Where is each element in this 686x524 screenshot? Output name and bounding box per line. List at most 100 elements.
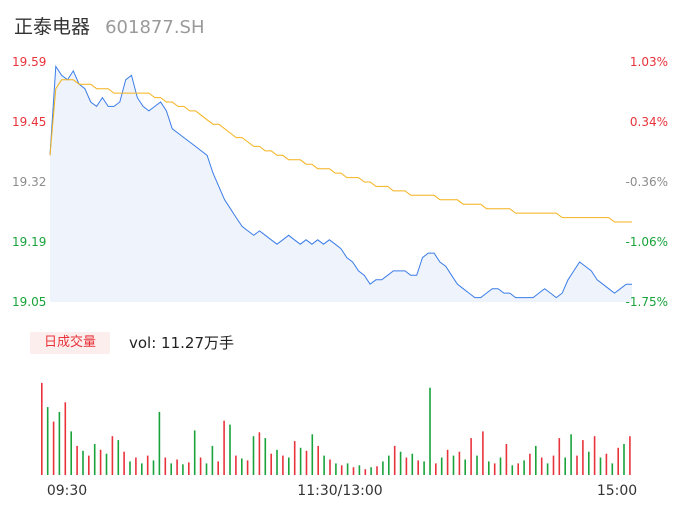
volume-bar bbox=[493, 463, 496, 475]
volume-bar bbox=[523, 460, 525, 475]
volume-bar bbox=[141, 463, 143, 475]
volume-bar bbox=[605, 453, 608, 475]
volume-bar bbox=[582, 440, 584, 475]
volume-bar bbox=[82, 450, 84, 476]
x-axis-time-label: 11:30/13:00 bbox=[297, 483, 382, 499]
volume-bar bbox=[593, 436, 596, 475]
price-area-fill bbox=[50, 66, 632, 303]
stock-code: 601877.SH bbox=[105, 17, 205, 38]
volume-summary: vol: 11.27万手 bbox=[129, 334, 234, 352]
volume-bar bbox=[540, 457, 543, 475]
volume-bar bbox=[335, 463, 337, 475]
volume-bar bbox=[564, 457, 566, 475]
volume-bar bbox=[188, 462, 190, 475]
volume-bar bbox=[340, 465, 343, 475]
volume-bar bbox=[440, 457, 443, 475]
volume-bar bbox=[288, 457, 290, 475]
volume-bar bbox=[464, 459, 466, 475]
volume-bar bbox=[223, 420, 225, 475]
volume-bar bbox=[99, 449, 102, 475]
y-axis-percent-label: -1.75% bbox=[626, 295, 668, 309]
volume-bar bbox=[546, 463, 549, 475]
volume-bar bbox=[452, 455, 455, 475]
volume-bar bbox=[152, 460, 155, 475]
volume-bar bbox=[252, 436, 255, 475]
volume-bar bbox=[211, 445, 214, 475]
volume-bar bbox=[235, 455, 237, 475]
volume-bar bbox=[364, 469, 367, 475]
stock-name: 正泰电器 bbox=[14, 16, 91, 38]
volume-bar bbox=[411, 453, 414, 475]
volume-bar bbox=[199, 457, 202, 475]
volume-bar bbox=[299, 447, 302, 475]
volume-bar bbox=[576, 455, 578, 475]
y-axis-price-label: 19.59 bbox=[12, 55, 46, 69]
volume-bar bbox=[282, 455, 284, 475]
volume-bar bbox=[305, 450, 308, 476]
volume-bar bbox=[123, 451, 125, 475]
volume-bar bbox=[111, 436, 114, 475]
volume-bar bbox=[293, 441, 296, 475]
volume-bar bbox=[517, 463, 519, 475]
volume-bar bbox=[146, 455, 149, 475]
volume-bar bbox=[164, 457, 167, 475]
volume-bar bbox=[429, 387, 431, 475]
volume-bar bbox=[205, 463, 208, 475]
volume-bar bbox=[64, 402, 67, 476]
volume-bar bbox=[246, 460, 249, 475]
y-axis-price-label: 19.19 bbox=[12, 235, 46, 249]
volume-bar bbox=[329, 459, 331, 475]
volume-bar bbox=[599, 457, 602, 475]
volume-bar bbox=[505, 444, 508, 475]
volume-bar bbox=[417, 460, 419, 475]
volume-bar bbox=[182, 464, 184, 475]
volume-bar bbox=[88, 455, 90, 475]
volume-bar bbox=[511, 465, 514, 475]
volume-bar bbox=[93, 444, 96, 475]
volume-bar bbox=[317, 445, 319, 475]
volume-bar bbox=[435, 463, 437, 475]
volume-bar bbox=[276, 449, 278, 475]
volume-bar bbox=[376, 466, 378, 475]
volume-bar bbox=[393, 445, 396, 475]
volume-bar bbox=[488, 461, 490, 475]
volume-tab[interactable]: 日成交量 bbox=[30, 332, 110, 354]
volume-bar bbox=[470, 438, 472, 475]
y-axis-percent-label: 1.03% bbox=[630, 55, 668, 69]
volume-bar bbox=[588, 451, 590, 475]
volume-bar bbox=[70, 431, 72, 475]
volume-bar bbox=[458, 451, 461, 475]
volume-bar bbox=[241, 458, 243, 475]
y-axis-price-label: 19.05 bbox=[12, 295, 46, 309]
y-axis-percent-label: -0.36% bbox=[626, 175, 668, 189]
volume-bar bbox=[193, 430, 196, 475]
avg-price-line bbox=[49, 79, 632, 223]
price-line bbox=[49, 64, 632, 299]
volume-bar bbox=[446, 449, 449, 475]
volume-bar bbox=[76, 445, 78, 475]
volume-bar bbox=[52, 421, 55, 475]
volume-bar bbox=[229, 424, 231, 475]
volume-bar bbox=[629, 436, 631, 475]
volume-bar bbox=[217, 461, 219, 475]
volume-bar bbox=[117, 440, 120, 475]
volume-bar bbox=[623, 444, 625, 475]
volume-bar bbox=[270, 453, 272, 475]
volume-bar bbox=[388, 455, 390, 475]
y-axis-price-label: 19.32 bbox=[12, 175, 46, 189]
volume-bar bbox=[529, 453, 531, 475]
volume-bar bbox=[41, 382, 43, 475]
y-axis-percent-label: -1.06% bbox=[626, 235, 668, 249]
volume-bar bbox=[482, 431, 484, 475]
volume-bar bbox=[352, 467, 355, 475]
volume-bar bbox=[423, 461, 425, 475]
volume-bar bbox=[258, 432, 261, 475]
volume-bar bbox=[58, 411, 61, 475]
volume-bar bbox=[476, 455, 478, 475]
volume-bar bbox=[399, 451, 402, 475]
x-axis-time-label: 15:00 bbox=[597, 483, 637, 499]
volume-bar bbox=[170, 463, 172, 475]
volume-bar bbox=[129, 461, 131, 475]
volume-bar bbox=[176, 459, 178, 475]
